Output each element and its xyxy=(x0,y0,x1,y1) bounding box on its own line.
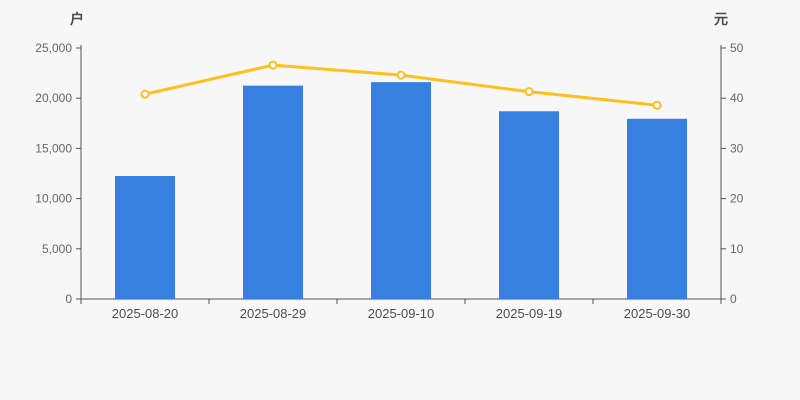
x-axis-category-label: 2025-09-10 xyxy=(368,306,435,321)
bar-2025-08-29[interactable] xyxy=(243,85,303,300)
right-axis-tick-label: 0 xyxy=(730,292,737,306)
left-axis-tick-label: 10,000 xyxy=(35,192,72,206)
bar-2025-08-20[interactable] xyxy=(115,176,175,299)
bar-2025-09-10[interactable] xyxy=(371,82,431,299)
right-axis-tick-label: 50 xyxy=(730,41,744,55)
line-point-2025-09-30[interactable] xyxy=(652,100,662,110)
left-axis-unit-label: 户 xyxy=(70,11,84,27)
right-axis-tick-label: 40 xyxy=(730,91,744,105)
left-axis-tick-label: 15,000 xyxy=(35,141,72,155)
left-axis-tick-label: 5,000 xyxy=(42,242,72,256)
x-axis-category-label: 2025-08-29 xyxy=(240,306,307,321)
line-point-2025-08-29[interactable] xyxy=(268,60,278,70)
line-point-2025-09-10[interactable] xyxy=(396,70,406,80)
left-axis-tick-label: 25,000 xyxy=(35,41,72,55)
x-axis-category-label: 2025-09-30 xyxy=(624,306,691,321)
right-axis-tick-label: 10 xyxy=(730,242,744,256)
x-axis-category-label: 2025-08-20 xyxy=(112,306,179,321)
right-axis-unit-label: 元 xyxy=(714,11,728,27)
bar-2025-09-19[interactable] xyxy=(499,111,559,299)
x-axis-category-label: 2025-09-19 xyxy=(496,306,563,321)
line-point-2025-08-20[interactable] xyxy=(140,89,150,99)
bar-2025-09-30[interactable] xyxy=(627,118,687,299)
right-axis-tick-label: 30 xyxy=(730,141,744,155)
line-point-2025-09-19[interactable] xyxy=(524,87,534,97)
left-axis-tick-label: 0 xyxy=(65,292,72,306)
left-axis-tick-label: 20,000 xyxy=(35,91,72,105)
right-axis-tick-label: 20 xyxy=(730,192,744,206)
